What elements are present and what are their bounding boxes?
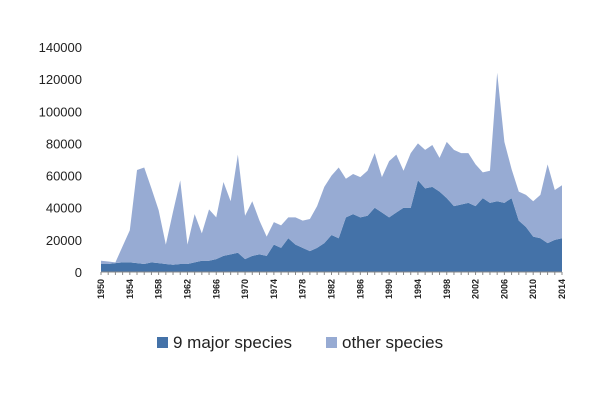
y-tick-label: 60000 (46, 169, 82, 184)
x-tick-label: 1994 (413, 279, 423, 299)
x-tick-label: 1954 (125, 279, 135, 299)
x-tick-label: 1966 (211, 279, 221, 299)
y-axis: 0 20000 40000 60000 80000 100000 120000 140000 (39, 40, 82, 280)
x-tick-label: 1970 (240, 279, 250, 299)
legend: 9 major species other species (157, 333, 443, 352)
x-tick-label: 1974 (269, 279, 279, 299)
y-tick-label: 100000 (39, 104, 82, 119)
x-tick-label: 2014 (557, 279, 567, 299)
x-tick-label: 1962 (182, 279, 192, 299)
y-tick-label: 40000 (46, 201, 82, 216)
legend-label: 9 major species (173, 333, 292, 352)
y-tick-label: 120000 (39, 72, 82, 87)
y-tick-label: 0 (75, 265, 82, 280)
x-tick-label: 1990 (384, 279, 394, 299)
y-tick-label: 20000 (46, 233, 82, 248)
series-areas (101, 72, 562, 272)
x-tick-label: 1998 (442, 279, 452, 299)
x-tick-label: 1958 (154, 279, 164, 299)
legend-swatch (157, 337, 168, 348)
y-tick-label: 80000 (46, 136, 82, 151)
x-tick-label: 2002 (471, 279, 481, 299)
area-series-2 (101, 72, 562, 265)
legend-swatch (326, 337, 337, 348)
legend-label: other species (342, 333, 443, 352)
x-axis: 1950 1954 1958 1962 1966 1970 1974 1978 1982 1986… (96, 271, 567, 299)
y-tick-label: 140000 (39, 40, 82, 55)
area-series-1 (101, 180, 562, 272)
x-tick-label: 2006 (499, 279, 509, 299)
x-tick-label: 2010 (528, 279, 538, 299)
x-tick-label: 1986 (355, 279, 365, 299)
x-tick-label: 1982 (327, 279, 337, 299)
x-tick-label: 1978 (298, 279, 308, 299)
x-tick-label: 1950 (96, 279, 106, 299)
